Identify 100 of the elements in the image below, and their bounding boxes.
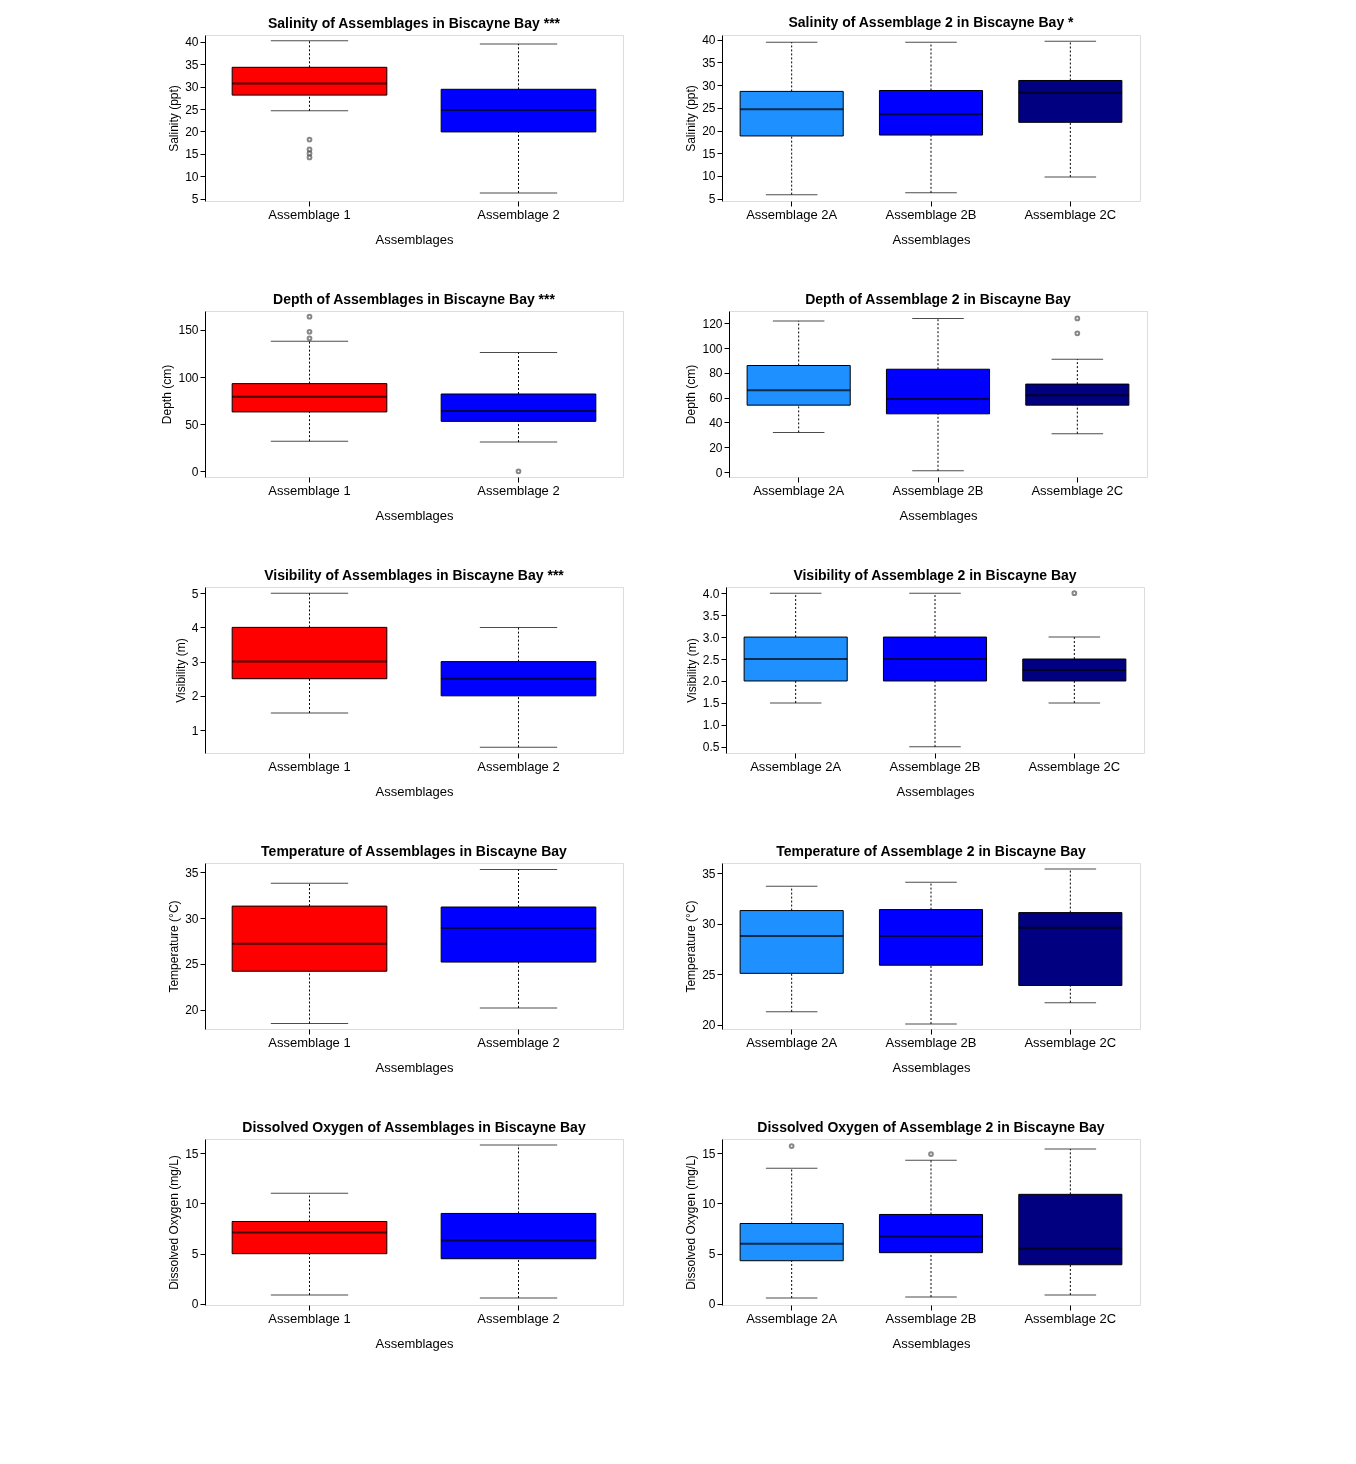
y-axis-title: Depth (cm): [684, 364, 699, 425]
y-tick-label: 35: [185, 57, 199, 72]
chart-title: Visibility of Assemblage 2 in Biscayne Bay: [793, 567, 1077, 583]
y-tick-label: 30: [185, 911, 199, 926]
y-tick-label: 0.5: [702, 740, 720, 755]
x-tick-label: Assemblage 2: [477, 758, 560, 774]
x-tick-label: Assemblage 2: [477, 1310, 560, 1326]
y-axis-title: Temperature (°C): [684, 900, 699, 993]
y-tick-label: 150: [178, 323, 199, 338]
x-tick-label: Assemblage 2: [477, 482, 560, 498]
x-tick-label: Assemblage 1: [268, 206, 351, 222]
y-tick-label: 60: [709, 391, 723, 406]
x-tick-label: Assemblage 1: [268, 758, 351, 774]
y-tick-label: 10: [702, 1196, 716, 1211]
x-axis-title: Assemblages: [892, 1059, 972, 1075]
y-tick-label: 20: [702, 1018, 716, 1033]
y-tick-label: 1.5: [702, 696, 720, 711]
y-axis-title: Visibility (m): [684, 638, 699, 703]
x-axis-title: Assemblages: [375, 1059, 455, 1075]
x-tick-label: Assemblage 1: [268, 482, 351, 498]
chart-title: Temperature of Assemblages in Biscayne Bay: [261, 843, 568, 859]
x-tick-label: Assemblage 2A: [746, 1310, 838, 1326]
y-tick-label: 120: [702, 316, 723, 331]
y-tick-label: 25: [185, 957, 199, 972]
y-axis-title: Dissolved Oxygen (mg/L): [167, 1155, 182, 1290]
x-axis-title: Assemblages: [375, 783, 455, 799]
y-tick-label: 25: [185, 102, 199, 117]
y-tick-label: 2.5: [702, 652, 720, 667]
chart-title: Dissolved Oxygen of Assemblages in Biscayne Bay: [242, 1119, 586, 1135]
y-tick-label: 100: [178, 370, 199, 385]
y-tick-label: 5: [191, 586, 199, 601]
x-tick-label: Assemblage 2C: [1024, 206, 1117, 222]
x-tick-label: Assemblage 2B: [889, 758, 981, 774]
x-tick-label: Assemblage 2A: [750, 758, 842, 774]
x-tick-label: Assemblage 2A: [746, 1034, 838, 1050]
y-tick-label: 15: [185, 1146, 199, 1161]
y-tick-label: 35: [702, 866, 716, 881]
y-tick-label: 20: [702, 124, 716, 139]
x-tick-label: Assemblage 2B: [885, 1310, 977, 1326]
y-tick-label: 15: [702, 1146, 716, 1161]
y-tick-label: 50: [185, 417, 199, 432]
y-tick-label: 25: [702, 101, 716, 116]
y-tick-label: 10: [185, 1196, 199, 1211]
y-tick-label: 0: [191, 464, 199, 479]
x-axis-title: Assemblages: [375, 507, 455, 523]
y-tick-label: 15: [185, 147, 199, 162]
y-axis-title: Salinity (ppt): [684, 85, 699, 152]
chart-title: Depth of Assemblages in Biscayne Bay ***: [273, 290, 556, 307]
x-axis-title: Assemblages: [899, 507, 979, 523]
x-axis-title: Assemblages: [896, 783, 976, 799]
x-tick-label: Assemblage 2: [477, 206, 560, 222]
y-tick-label: 30: [702, 78, 716, 93]
y-tick-label: 20: [709, 440, 723, 455]
chart-title: Salinity of Assemblages in Biscayne Bay ***: [267, 15, 561, 31]
y-tick-label: 4: [191, 620, 199, 635]
y-tick-label: 1: [191, 723, 199, 738]
x-tick-label: Assemblage 1: [268, 1310, 351, 1326]
x-axis-title: Assemblages: [892, 231, 972, 247]
y-tick-label: 40: [185, 35, 199, 50]
y-tick-label: 3.5: [702, 608, 720, 623]
y-tick-label: 3.0: [702, 630, 720, 645]
y-tick-label: 2: [191, 689, 199, 704]
chart-title: Temperature of Assemblage 2 in Biscayne Bay: [776, 843, 1087, 859]
chart-title: Dissolved Oxygen of Assemblage 2 in Biscayne Bay: [757, 1119, 1105, 1135]
y-tick-label: 0: [715, 465, 723, 480]
x-tick-label: Assemblage 1: [268, 1034, 351, 1050]
y-tick-label: 40: [702, 33, 716, 48]
y-tick-label: 10: [702, 169, 716, 184]
chart-title: Salinity of Assemblage 2 in Biscayne Bay *: [788, 13, 1075, 30]
y-tick-label: 4.0: [702, 586, 720, 601]
y-axis-title: Temperature (°C): [167, 900, 182, 993]
x-tick-label: Assemblage 2B: [885, 1034, 977, 1050]
y-axis-title: Visibility (m): [173, 638, 188, 703]
y-tick-label: 80: [709, 366, 723, 381]
x-tick-label: Assemblage 2B: [885, 206, 977, 222]
y-tick-label: 5: [708, 1247, 716, 1262]
x-axis-title: Assemblages: [375, 1335, 455, 1351]
y-tick-label: 100: [702, 341, 723, 356]
x-tick-label: Assemblage 2A: [753, 482, 845, 498]
x-tick-label: Assemblage 2B: [892, 482, 984, 498]
y-tick-label: 0: [191, 1297, 199, 1312]
y-tick-label: 10: [185, 169, 199, 184]
y-tick-label: 3: [191, 655, 199, 670]
y-axis-title: Salinity (ppt): [167, 85, 182, 152]
y-axis-title: Depth (cm): [160, 364, 175, 425]
y-tick-label: 5: [191, 1247, 199, 1262]
y-tick-label: 5: [191, 192, 199, 207]
y-tick-label: 5: [708, 192, 716, 207]
x-axis-title: Assemblages: [892, 1335, 972, 1351]
chart-title: Depth of Assemblage 2 in Biscayne Bay: [805, 291, 1071, 307]
x-tick-label: Assemblage 2: [477, 1034, 560, 1050]
y-tick-label: 2.0: [702, 674, 720, 689]
chart-title: Visibility of Assemblages in Biscayne Bay ***: [264, 567, 565, 583]
y-tick-label: 15: [702, 146, 716, 161]
y-axis-title: Dissolved Oxygen (mg/L): [684, 1155, 699, 1290]
y-tick-label: 20: [185, 124, 199, 139]
x-tick-label: Assemblage 2C: [1024, 1034, 1117, 1050]
y-tick-label: 30: [702, 917, 716, 932]
x-tick-label: Assemblage 2C: [1031, 482, 1124, 498]
x-tick-label: Assemblage 2C: [1028, 758, 1121, 774]
